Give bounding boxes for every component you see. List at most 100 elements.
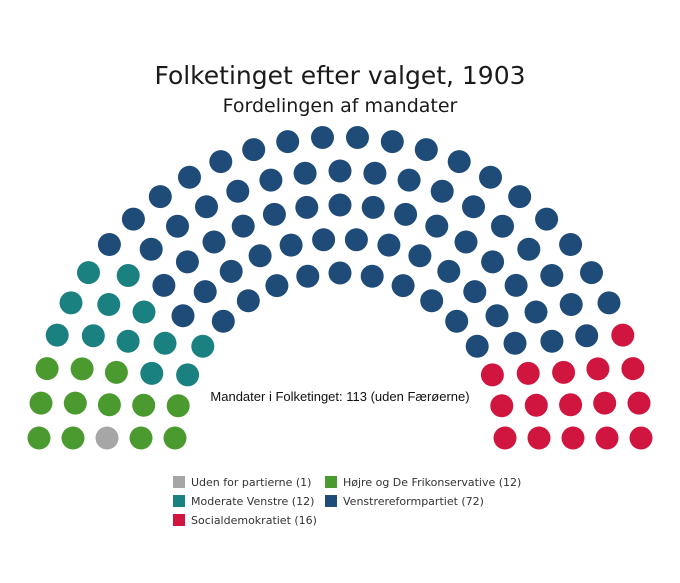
seat xyxy=(420,289,444,313)
seat xyxy=(430,179,454,203)
seat xyxy=(226,179,250,203)
seat xyxy=(166,214,189,238)
legend-swatch xyxy=(173,495,185,507)
seat xyxy=(559,233,583,256)
seat xyxy=(231,214,255,238)
seat xyxy=(508,185,532,209)
seat xyxy=(195,195,218,219)
seat xyxy=(465,334,489,358)
seat xyxy=(454,230,478,254)
seat xyxy=(163,426,187,450)
seat xyxy=(29,391,53,415)
legend-swatch xyxy=(325,495,337,507)
seat xyxy=(175,250,199,274)
seat xyxy=(447,150,471,174)
seat xyxy=(202,230,226,254)
seat xyxy=(517,237,541,261)
seat xyxy=(559,293,583,316)
seat xyxy=(191,334,215,358)
legend-label: Moderate Venstre (12) xyxy=(191,495,314,508)
seat xyxy=(259,168,283,192)
seat xyxy=(35,357,59,381)
seat xyxy=(397,168,421,192)
legend-swatch xyxy=(173,476,185,488)
seat xyxy=(63,391,87,415)
seat xyxy=(311,126,334,149)
seat xyxy=(293,161,317,185)
seat xyxy=(524,393,548,417)
seat xyxy=(627,391,651,415)
seat xyxy=(97,393,121,417)
seat xyxy=(132,393,156,417)
legend-label: Venstrereformpartiet (72) xyxy=(343,495,484,508)
seat xyxy=(262,202,286,226)
legend-swatch xyxy=(325,476,337,488)
seat xyxy=(248,244,272,268)
seat xyxy=(166,394,190,418)
seat xyxy=(276,130,300,154)
seat xyxy=(61,426,85,450)
seat xyxy=(586,357,610,381)
seat xyxy=(140,361,164,385)
seat xyxy=(97,233,121,256)
seat xyxy=(116,264,140,287)
seat xyxy=(70,357,94,381)
seat xyxy=(59,291,83,315)
seat xyxy=(211,309,235,333)
legend-item: Socialdemokratiet (16) xyxy=(173,514,317,527)
seat xyxy=(219,259,243,283)
seat xyxy=(462,195,485,219)
seat xyxy=(394,202,418,226)
seat xyxy=(242,138,266,162)
seat xyxy=(503,331,527,355)
seat xyxy=(391,274,415,298)
seat xyxy=(363,161,387,185)
legend-item: Højre og De Frikonservative (12) xyxy=(325,476,521,489)
seat xyxy=(445,309,469,333)
seat xyxy=(408,244,432,268)
legend-item: Uden for partierne (1) xyxy=(173,476,311,489)
seat xyxy=(121,207,145,231)
seat xyxy=(611,323,635,347)
seat xyxy=(504,273,528,297)
seat-group xyxy=(27,126,653,450)
seat xyxy=(178,165,201,189)
seat xyxy=(597,291,621,315)
seat xyxy=(346,126,369,149)
seat xyxy=(132,300,156,324)
seat xyxy=(580,261,603,285)
seat xyxy=(491,214,514,238)
seat xyxy=(524,300,548,324)
seat xyxy=(595,426,619,450)
seat xyxy=(380,130,404,154)
seat xyxy=(236,289,260,313)
legend-swatch xyxy=(173,514,185,526)
seat xyxy=(481,250,505,274)
seat xyxy=(540,329,564,353)
seat xyxy=(116,329,140,353)
seat xyxy=(621,357,645,381)
seat xyxy=(81,324,105,348)
seat xyxy=(328,159,352,183)
seat xyxy=(575,324,599,348)
legend-item: Moderate Venstre (12) xyxy=(173,495,314,508)
total-seats-label: Mandater i Folketinget: 113 (uden Færøer… xyxy=(210,389,469,404)
seat xyxy=(148,185,172,209)
legend-item: Venstrereformpartiet (72) xyxy=(325,495,484,508)
seat xyxy=(377,233,401,257)
seat xyxy=(425,214,449,238)
legend-label: Socialdemokratiet (16) xyxy=(191,514,317,527)
seat xyxy=(328,193,352,217)
seat xyxy=(463,280,487,304)
seat xyxy=(361,195,385,219)
seat xyxy=(265,274,289,298)
seat xyxy=(328,261,352,285)
seat xyxy=(97,293,121,316)
seat xyxy=(516,361,540,385)
seat xyxy=(95,426,119,450)
seat xyxy=(629,426,653,450)
seat xyxy=(552,360,576,384)
legend: Uden for partierne (1) Højre og De Frikon… xyxy=(173,476,521,527)
chart-subtitle: Fordelingen af mandater xyxy=(223,95,458,117)
